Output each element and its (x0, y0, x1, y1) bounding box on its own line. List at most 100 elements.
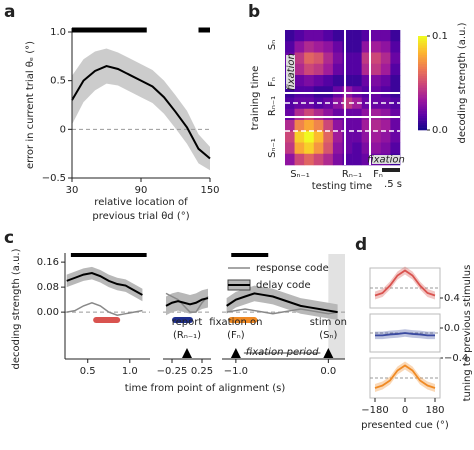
x-axis-label: testing time (312, 181, 372, 192)
heatmap-cell (332, 52, 343, 65)
heatmap-cell (332, 63, 343, 76)
y-tick-label: 0.00 (37, 307, 59, 318)
colorbar-step (418, 59, 427, 63)
error-band (375, 329, 435, 340)
x-tick-label: −180 (361, 405, 388, 416)
heatmap-cell (371, 75, 382, 87)
heatmap-cell (342, 142, 353, 155)
heatmap-cell (390, 63, 401, 76)
heatmap-cell (352, 153, 362, 166)
heatmap-cell (304, 120, 315, 132)
heatmap-cell (352, 108, 362, 121)
colorbar-step (418, 52, 427, 56)
heatmap-cell (313, 75, 324, 87)
heatmap-cell (332, 120, 343, 132)
heatmap-cell (313, 131, 324, 143)
col-label: Fₙ (373, 169, 383, 180)
annotation: fixation (367, 155, 405, 166)
colorbar-step (418, 94, 427, 98)
heatmap-cell (285, 142, 295, 155)
colorbar-step (418, 36, 427, 39)
heatmap-cell (380, 52, 391, 65)
heatmap-cell (342, 41, 353, 53)
colorbar-step (418, 75, 427, 79)
heatmap-cell (380, 75, 391, 87)
line (66, 272, 143, 296)
heatmap-cell (294, 142, 305, 155)
heatmap-cell (390, 75, 401, 87)
event-label: report (172, 317, 203, 328)
x-tick-label: 0.5 (80, 366, 96, 377)
line (71, 65, 211, 160)
heatmap-cell (371, 52, 382, 65)
heatmap-cell (304, 75, 315, 87)
line (374, 364, 436, 389)
heatmap-cell (285, 108, 295, 121)
line (374, 269, 436, 297)
heatmap-cell (342, 131, 353, 143)
legend-label: response code (256, 263, 329, 274)
x-tick-label: 1.0 (122, 366, 138, 377)
event-label: (Fₙ) (227, 330, 245, 341)
heatmap-cell (323, 30, 334, 42)
colorbar-step (418, 111, 427, 114)
heatmap-cell (342, 120, 353, 132)
panel-letter: b (248, 2, 260, 22)
colorbar-step (418, 108, 427, 112)
colorbar-step (418, 61, 427, 65)
col-label: Sₙ₋₁ (290, 169, 310, 180)
heatmap-cell (371, 41, 382, 53)
colorbar-step (418, 122, 427, 126)
line (165, 297, 209, 307)
y-tick-label: 0.08 (37, 282, 59, 293)
colorbar-step (418, 54, 427, 58)
heatmap-cell (380, 30, 391, 42)
heatmap-cell (294, 97, 305, 110)
heatmap-cell (323, 142, 334, 155)
heatmap-cell (332, 131, 343, 143)
heatmap-cell (371, 108, 382, 121)
heatmap-cell (304, 153, 315, 166)
heatmap-cell (371, 142, 382, 155)
heatmap-cell (313, 142, 324, 155)
period-label: fixation period (246, 347, 319, 358)
heatmap-cell (313, 108, 324, 121)
colorbar-tick-label: 0.0 (432, 125, 448, 136)
heatmap-cell (342, 153, 353, 166)
heatmap-cell (361, 63, 372, 76)
colorbar-step (418, 68, 427, 72)
colorbar-step (418, 50, 427, 53)
heatmap-cell (390, 97, 401, 110)
heatmap-cell (332, 142, 343, 155)
heatmap-cell (380, 63, 391, 76)
colorbar-step (418, 85, 427, 88)
colorbar-step (418, 92, 427, 96)
line (375, 332, 435, 337)
heatmap-cell (390, 120, 401, 132)
y-tick-label: −0.5 (42, 173, 66, 184)
heatmap-cell (285, 153, 295, 166)
heatmap-cell (304, 52, 315, 65)
colorbar-step (418, 71, 427, 74)
heatmap-cell (323, 63, 334, 76)
heatmap-cell (342, 97, 353, 110)
heatmap-cell (371, 131, 382, 143)
heatmap-cell (294, 30, 305, 42)
heatmap-cell (380, 142, 391, 155)
col-label: Rₙ₋₁ (342, 169, 362, 180)
colorbar-step (418, 73, 427, 77)
heatmap-cell (332, 41, 343, 53)
y-tick-label: 0.5 (50, 76, 66, 87)
error-band (375, 361, 435, 392)
heatmap-cell (361, 108, 372, 121)
heatmap-cell (313, 153, 324, 166)
heatmap-cell (352, 142, 362, 155)
heatmap-cell (342, 63, 353, 76)
heatmap-cell (285, 131, 295, 143)
line (66, 301, 143, 317)
colorbar-step (418, 125, 427, 128)
heatmap-cell (342, 75, 353, 87)
colorbar-step (418, 97, 427, 100)
heatmap-cell (313, 120, 324, 132)
